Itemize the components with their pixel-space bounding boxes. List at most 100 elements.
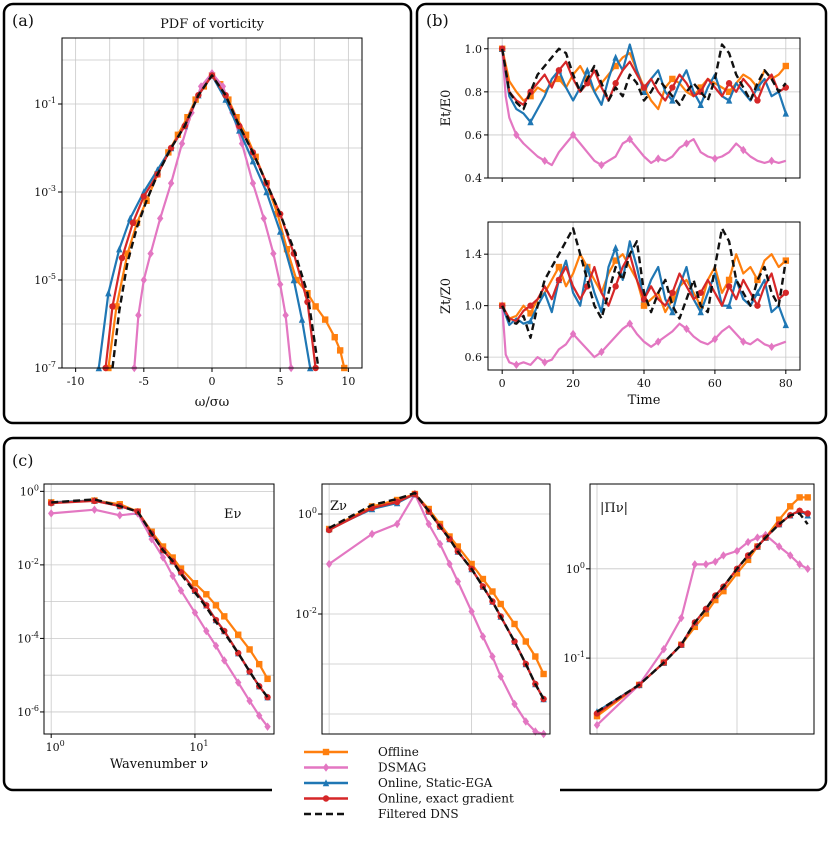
zspec-title: Zν — [330, 499, 347, 514]
data-point — [725, 283, 733, 290]
data-point — [203, 591, 210, 598]
data-point — [527, 92, 534, 100]
data-point — [147, 249, 154, 258]
data-point — [468, 607, 475, 616]
data-point — [312, 303, 319, 310]
y-tick-label: 10-3 — [34, 184, 56, 199]
data-point — [669, 308, 676, 316]
data-point — [522, 717, 530, 726]
data-point — [527, 310, 534, 317]
data-point — [796, 507, 803, 514]
data-point — [804, 564, 811, 574]
data-point — [725, 80, 733, 87]
data-point — [782, 62, 790, 70]
y-tick-label: 10-2 — [17, 557, 39, 572]
plots-layer: PDF of vorticity -10 -5 0 5 10 10-1 10-3 10-5 10-… — [17, 17, 815, 772]
data-point — [712, 557, 719, 566]
data-point — [702, 610, 710, 617]
data-point — [787, 551, 794, 560]
data-point — [740, 337, 747, 346]
data-point — [282, 311, 289, 320]
y-tick-label: 10-5 — [34, 272, 56, 287]
data-point — [256, 660, 263, 668]
data-point — [479, 575, 487, 583]
data-point — [725, 88, 733, 96]
data-point — [720, 551, 727, 560]
data-point — [238, 139, 246, 148]
series-line-energy-dsmag — [501, 48, 787, 167]
data-point — [129, 219, 137, 226]
data-point — [532, 727, 539, 736]
data-point — [669, 75, 676, 83]
data-point — [527, 302, 534, 309]
data-point — [584, 263, 591, 271]
y-tick-label: 0.8 — [465, 86, 483, 99]
x-tick-label: 60 — [708, 377, 722, 390]
axes-frame-espec — [43, 483, 275, 735]
data-point — [249, 179, 257, 188]
data-point — [654, 154, 662, 163]
enstrophy-xlabel: Time — [628, 393, 661, 408]
data-point — [678, 613, 685, 623]
data-point — [113, 303, 120, 310]
panel-a-label: (a) — [12, 11, 34, 30]
data-point — [725, 276, 733, 284]
data-point — [513, 360, 520, 370]
data-point — [640, 84, 648, 91]
data-point — [212, 641, 220, 650]
data-point — [393, 519, 401, 529]
data-point — [626, 319, 634, 328]
data-point — [468, 560, 475, 568]
data-point — [116, 511, 123, 520]
x-tick-label: -5 — [138, 375, 149, 388]
series-line-espec-online-static-ega — [51, 499, 269, 698]
data-point — [669, 289, 676, 296]
pdf-xlabel: ω/σω — [195, 395, 229, 410]
data-point — [133, 219, 141, 226]
espec-title: Eν — [224, 507, 241, 522]
y-tick-label: 0.6 — [465, 351, 483, 364]
data-point — [569, 130, 577, 140]
y-tick-label: 1.4 — [465, 248, 483, 261]
x-tick-label: -10 — [67, 375, 85, 388]
data-point — [513, 130, 520, 140]
espec-xlabel: Wavenumber ν — [110, 757, 208, 772]
data-point — [796, 560, 803, 569]
data-point — [733, 570, 741, 577]
data-point — [555, 276, 563, 284]
data-point — [754, 97, 761, 104]
data-point — [191, 580, 199, 587]
data-point — [140, 193, 148, 200]
panel-c-label: (c) — [12, 451, 33, 470]
data-point — [733, 546, 741, 556]
series-line-espec-filtered-dns — [51, 498, 269, 698]
series-line-espec-dsmag — [51, 508, 269, 728]
data-point — [321, 316, 329, 323]
data-point — [212, 602, 220, 609]
data-point — [532, 653, 539, 660]
data-point — [754, 289, 761, 296]
data-point — [640, 296, 648, 303]
data-point — [511, 620, 518, 628]
data-point — [782, 289, 790, 296]
data-point — [219, 82, 227, 91]
data-point — [768, 156, 775, 165]
data-point — [720, 587, 727, 595]
data-point — [593, 720, 601, 730]
data-point — [612, 244, 619, 251]
data-point — [697, 101, 704, 108]
data-point — [541, 358, 548, 367]
y-tick-label: 100 — [298, 506, 317, 521]
data-point — [270, 249, 277, 258]
x-tick-label: 10 — [341, 375, 355, 388]
data-point — [744, 537, 752, 547]
data-point — [691, 623, 699, 631]
data-point — [260, 214, 268, 223]
data-point — [331, 334, 338, 341]
data-point — [135, 311, 142, 320]
series-line-pispec-dsmag — [596, 533, 809, 726]
data-point — [754, 302, 761, 309]
data-point — [540, 670, 547, 678]
data-point — [159, 553, 167, 562]
legend-label-0: Offline — [378, 745, 419, 759]
